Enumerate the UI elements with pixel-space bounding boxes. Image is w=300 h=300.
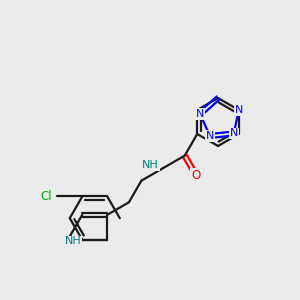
Text: N: N <box>206 131 214 141</box>
Text: NH: NH <box>142 160 159 170</box>
Text: N: N <box>235 105 243 115</box>
Text: O: O <box>191 169 201 182</box>
Text: N: N <box>196 109 204 119</box>
Text: NH: NH <box>64 236 81 247</box>
Text: N: N <box>230 128 238 139</box>
Text: Cl: Cl <box>40 190 52 203</box>
